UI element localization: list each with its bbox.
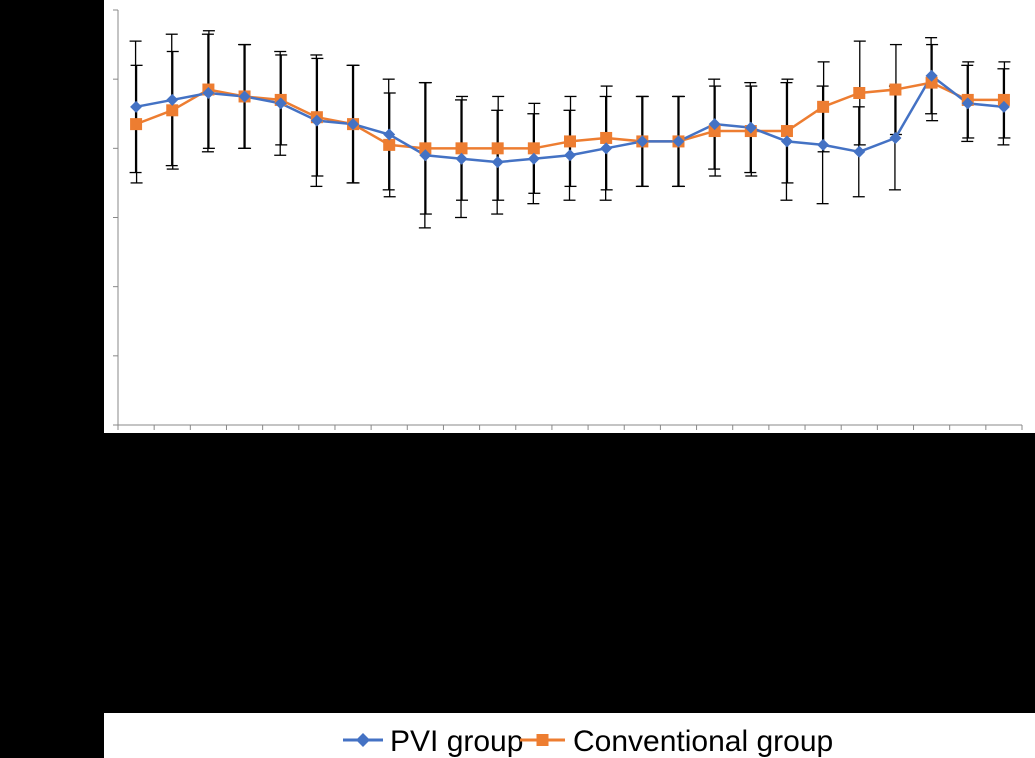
legend-entry-pvi-marker: [356, 733, 370, 747]
data-point-conventional: [166, 104, 179, 117]
data-point-pvi: [383, 128, 396, 141]
data-point-pvi: [853, 145, 866, 158]
data-point-pvi: [997, 100, 1010, 113]
data-point-conventional: [527, 142, 540, 155]
data-point-conventional: [419, 142, 432, 155]
legend-entry-conventional-marker: [536, 734, 549, 746]
data-point-pvi: [274, 97, 287, 110]
data-point-conventional: [780, 125, 793, 138]
data-point-pvi: [889, 131, 902, 144]
data-point-conventional: [491, 142, 504, 155]
legend-area: [104, 713, 1035, 758]
data-point-pvi: [925, 69, 938, 82]
data-point-pvi: [238, 90, 251, 103]
data-point-pvi: [564, 149, 576, 162]
data-point-pvi: [491, 156, 504, 169]
data-point-pvi: [347, 118, 360, 131]
data-point-pvi: [455, 152, 468, 165]
data-point-pvi: [202, 87, 215, 99]
plot-area: [104, 0, 1035, 433]
data-point-pvi: [600, 142, 613, 155]
data-point-pvi: [636, 135, 649, 148]
axes: [113, 9, 1023, 430]
legend-entry-conventional-label: Conventional group: [573, 725, 833, 758]
series-markers: [130, 69, 1010, 169]
data-point-pvi: [817, 138, 830, 151]
data-point-conventional: [889, 83, 902, 96]
data-point-conventional: [383, 138, 396, 151]
data-point-pvi: [310, 114, 323, 127]
data-point-conventional: [455, 142, 468, 155]
data-point-pvi: [744, 121, 757, 134]
data-point-conventional: [817, 100, 830, 113]
data-point-conventional: [997, 93, 1010, 106]
data-point-conventional: [708, 125, 721, 138]
data-point-pvi: [130, 100, 143, 113]
data-point-pvi: [419, 149, 432, 162]
data-point-conventional: [853, 87, 866, 99]
data-point-pvi: [166, 93, 179, 106]
legend: PVI group Conventional group: [343, 725, 833, 758]
data-point-conventional: [564, 135, 576, 148]
data-point-conventional: [925, 76, 938, 89]
data-point-pvi: [708, 118, 721, 131]
legend-entry-pvi-label: PVI group: [390, 725, 523, 758]
data-point-pvi: [961, 97, 974, 110]
data-point-conventional: [600, 131, 613, 144]
data-point-pvi: [527, 152, 540, 165]
data-point-pvi: [672, 135, 685, 148]
data-point-conventional: [130, 118, 143, 131]
data-point-pvi: [780, 135, 793, 148]
